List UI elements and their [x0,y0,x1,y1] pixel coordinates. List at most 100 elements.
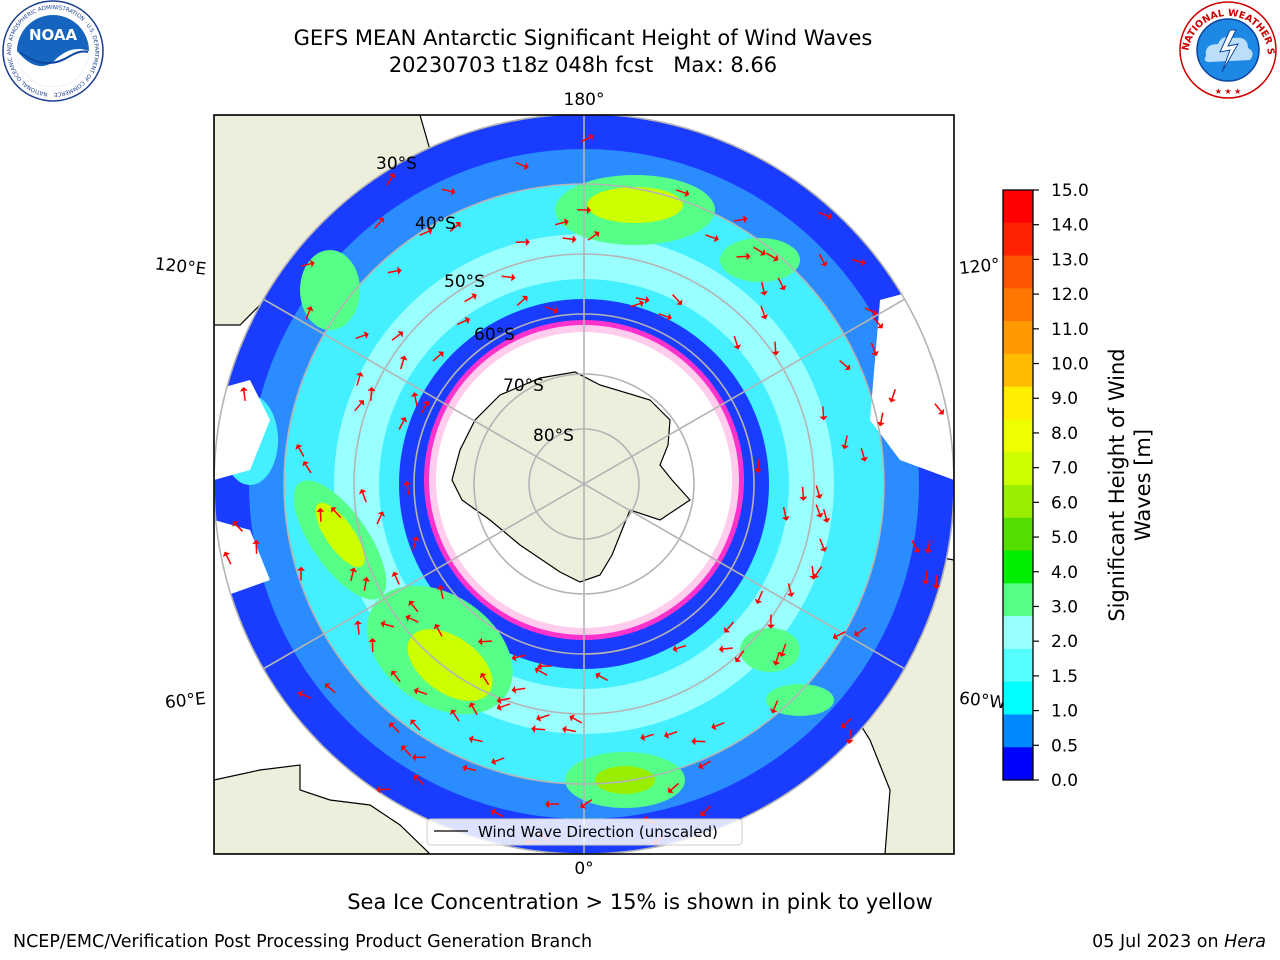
colorbar-bin [1003,517,1033,552]
wave-arrow [822,406,825,417]
wave-arrow-head [586,206,592,214]
wave-arrow [658,313,669,318]
wave-arrow-head [534,666,541,674]
wave-arrow-head [295,444,303,450]
wave-arrow-head [525,238,530,246]
wave-arrow [880,412,884,423]
wave-arrow [857,627,867,635]
wave-arrow-head [511,273,516,282]
wave-arrow-head [324,683,331,690]
wave-arrow-head [562,725,567,734]
colorbar-bin [1003,550,1033,584]
wave-arrow [456,319,467,326]
colorbar-bin [1003,648,1033,683]
wave-arrow [500,703,511,708]
colorbar-tick-label: 3.0 [1051,597,1078,617]
wave-arrow-head [368,638,377,642]
wave-arrow-head [666,313,672,321]
wave-arrow [319,511,322,522]
wave-arrow-head [438,351,444,358]
wave-arrow [872,317,881,326]
wave-arrow-head [433,624,441,630]
wave-arrow-head [812,572,820,578]
wave-arrow [860,447,865,458]
colorbar-bin [1003,747,1033,781]
wave-arrow-head [569,714,575,722]
wave-arrow-head [316,507,325,512]
wave-arrow [537,669,548,676]
wave-arrow-head [400,417,408,423]
colorbar-tick-label: 1.0 [1051,702,1078,722]
wave-arrow [515,161,526,167]
colorbar-bin [1003,583,1033,617]
wave-arrow-head [378,217,385,224]
wave-arrow [733,335,739,346]
colorbar-bin [1003,288,1033,322]
wave-arrow [370,390,373,401]
wave-arrow [670,782,679,791]
wave-arrow-head [734,656,742,663]
wave-arrow-head [232,521,239,527]
lon-label-120w: 120° [958,255,1001,279]
run-date: 05 Jul 2023 on Hera [1092,932,1266,952]
wave-arrow [787,583,792,594]
wave-arrow [356,375,361,386]
wave-arrow [243,390,246,402]
wave-arrow [757,459,760,470]
wave-arrow-head [356,372,364,377]
wave-arrow-head [733,344,742,350]
map-frame [213,114,955,855]
wave-arrow-head [766,624,775,629]
wave-arrow-head [638,299,644,308]
colorbar-tick-label: 12.0 [1051,285,1089,305]
wave-arrow-head [450,709,457,716]
wave-arrow [852,258,863,264]
wave-arrow [501,275,512,279]
wave-arrow [412,540,417,551]
wave-arrow-head [403,480,411,486]
wave-arrow-head [297,566,305,571]
wave-arrow [391,724,400,734]
wave-arrow [482,640,493,643]
wave-arrow [572,717,583,724]
colorbar-bin [1003,222,1033,257]
wave-arrow [774,341,777,352]
wave-arrow [587,233,597,241]
lat-label-80s: 80°S [533,426,574,446]
colorbar-tick-label: 8.0 [1051,424,1078,444]
wave-arrow [555,221,566,226]
colorbar-label-line1: Significant Height of Wind [1105,348,1129,621]
wave-arrow [702,805,711,814]
wave-arrow-head [376,785,381,794]
wave-arrow [419,230,430,236]
wave-arrow [782,506,787,518]
colorbar-tick-label: 0.5 [1051,736,1078,756]
wave-arrow-head [746,252,751,261]
wave-arrow [399,359,405,370]
wave-arrow-head [724,626,731,633]
wave-arrow [361,492,367,503]
colorbar-bin [1003,386,1033,420]
wave-arrow [667,730,678,736]
wave-arrow [737,650,745,660]
wave-arrow-head [819,416,828,421]
wave-arrow [414,395,418,407]
wave-arrow [393,673,401,683]
wave-arrow-head [698,762,704,770]
wave-arrow-head [410,719,417,726]
wave-arrow-head [331,507,337,513]
wave-arrow [327,685,336,694]
wave-arrow-head [779,284,787,291]
wave-arrow-head [464,316,470,325]
producer-credit: NCEP/EMC/Verification Post Processing Pr… [13,932,593,952]
wave-arrow-head [841,444,849,450]
wave-arrow [675,189,686,194]
wave-arrow-head [521,295,528,302]
wave-arrow-head [691,737,696,746]
wave-arrow [301,693,312,699]
wave-arrow-head [511,685,517,694]
colorbar-tick-label: 4.0 [1051,563,1078,583]
wave-arrow-head [405,614,411,622]
wave-arrow-head [718,645,724,653]
